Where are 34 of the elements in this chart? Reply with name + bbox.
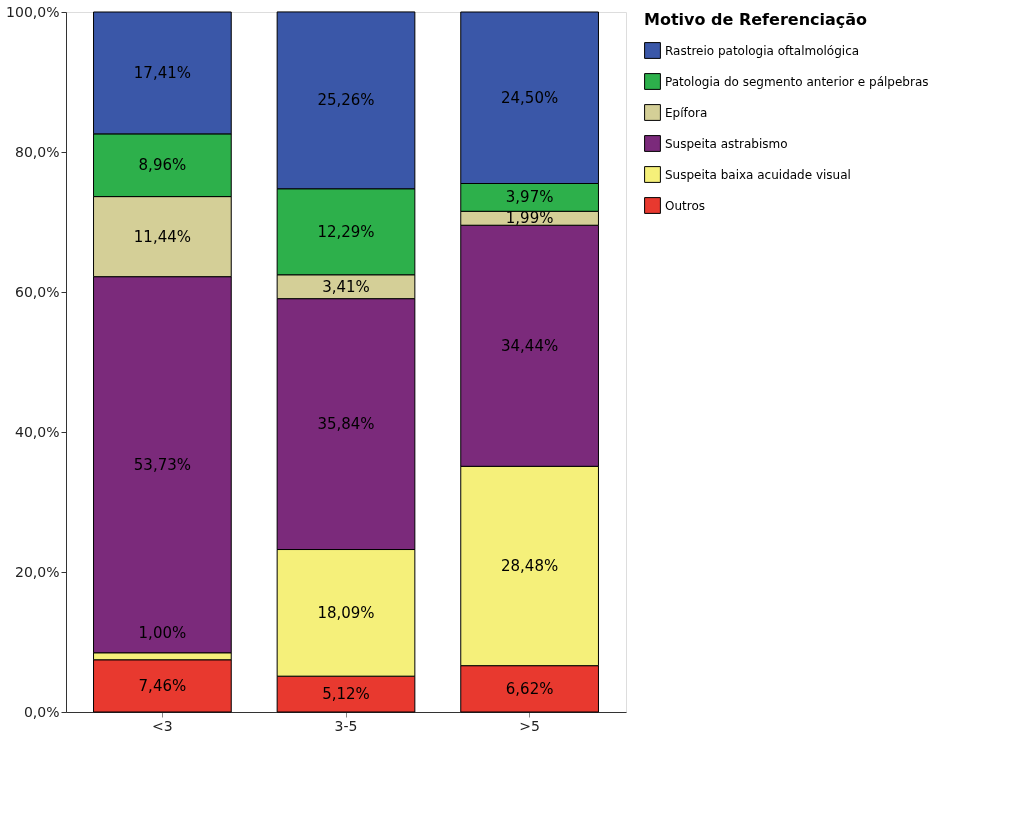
data-label: 5,12%: [322, 685, 370, 704]
y-tick-label: 60,0%: [15, 283, 60, 300]
legend-label: Rastreio patologia oftalmológica: [665, 43, 860, 58]
data-label: 3,41%: [322, 277, 370, 296]
data-label: 28,48%: [501, 556, 559, 575]
legend-label: Epífora: [665, 105, 708, 120]
data-label: 53,73%: [133, 455, 191, 474]
y-tick-label: 20,0%: [15, 563, 60, 580]
x-tick-label: >5: [519, 717, 540, 734]
y-tick-label: 40,0%: [15, 423, 60, 440]
data-label: 3,97%: [505, 188, 554, 207]
data-label: 12,29%: [317, 222, 375, 241]
data-label: 24,50%: [501, 88, 559, 107]
x-tick-label: <3: [152, 717, 173, 734]
data-label: 35,84%: [317, 415, 375, 434]
data-label: 7,46%: [138, 676, 187, 695]
data-label: 18,09%: [317, 603, 375, 622]
y-tick-label: 100,0%: [6, 3, 60, 20]
data-label: 1,99%: [505, 209, 554, 228]
legend-label: Suspeita astrabismo: [665, 136, 788, 151]
data-label: 8,96%: [138, 156, 187, 175]
data-label: 34,44%: [501, 336, 559, 355]
legend-title: Motivo de Referenciação: [644, 10, 868, 29]
legend-label: Patologia do segmento anterior e pálpebras: [665, 74, 929, 89]
data-label: 6,62%: [505, 679, 554, 698]
data-label: 11,44%: [133, 227, 191, 246]
data-label: 25,26%: [317, 91, 375, 110]
legend-label: Suspeita baixa acuidade visual: [665, 167, 851, 182]
y-tick-label: 80,0%: [15, 143, 60, 160]
data-label: 1,00%: [138, 623, 187, 642]
data-label: 17,41%: [133, 63, 191, 82]
legend-label: Outros: [665, 198, 706, 213]
y-tick-label: 0,0%: [23, 703, 60, 720]
x-tick-label: 3-5: [334, 717, 358, 734]
